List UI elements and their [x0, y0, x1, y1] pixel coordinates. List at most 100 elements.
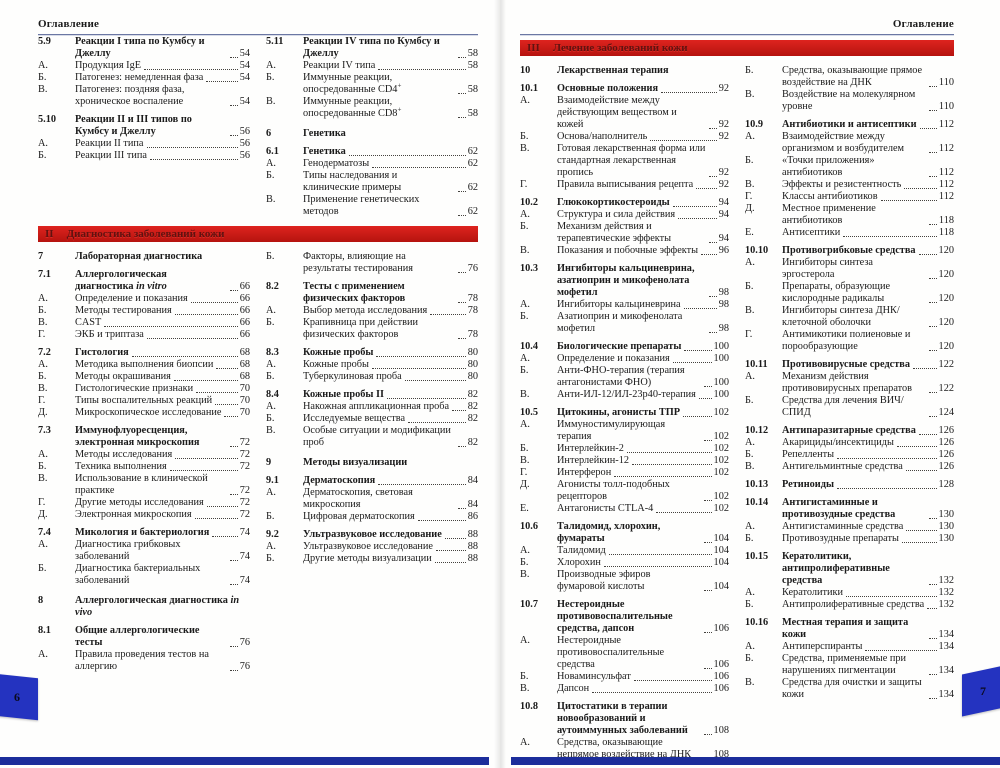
entry-title: Аллергологическая диагностика in vitro: [75, 269, 167, 292]
toc-entry: Д. Электронная микроскопия 72: [38, 509, 250, 521]
dot-leader: [928, 350, 937, 351]
entry-page: 106: [713, 683, 729, 694]
toc-entry: А. Взаимодействие между организмом и возб…: [745, 131, 954, 155]
entry-body: Кератолитики 132: [782, 587, 954, 599]
entry-title: ЭКБ и триптаза: [75, 329, 144, 340]
dot-leader: [708, 296, 717, 297]
entry-body: Методы визуализации: [303, 457, 478, 469]
entry-body: Репелленты 126: [782, 449, 954, 461]
entry-label: Б.: [745, 65, 754, 76]
entry-title: Средства, применяемые при нарушениях пиг…: [782, 653, 907, 676]
dot-leader: [190, 302, 238, 303]
entry-page: 100: [713, 377, 729, 388]
dot-leader: [457, 446, 466, 447]
dot-leader: [703, 668, 712, 669]
toc-entry: 10 Лекарственная терапия: [520, 65, 729, 77]
entry-body: Реакции IV типа 58: [303, 60, 478, 72]
toc-content-left: 5.9 Реакции I типа по Кумбсу и Джеллу 54 А.…: [38, 36, 478, 673]
entry-label: Д.: [745, 203, 755, 214]
entry-label: В.: [745, 89, 755, 100]
entry-body: Ультразвуковое исследование 88: [303, 541, 478, 553]
banner-numeral: III: [527, 42, 540, 54]
entry-body: Микология и бактериология 74: [75, 527, 250, 539]
entry-page: 82: [467, 389, 478, 400]
dot-leader: [703, 500, 712, 501]
toc-entry: В. Производные эфиров фумаровой кислоты 10…: [520, 569, 729, 593]
dot-leader: [173, 380, 238, 381]
entry-label: 5.9: [38, 36, 51, 47]
dot-leader: [348, 155, 466, 156]
entry-page: 120: [938, 269, 954, 280]
entry-title: Реакции IV типа по Кумбсу и Джеллу: [303, 36, 440, 59]
dot-leader: [701, 254, 717, 255]
section-banner: III Лечение заболеваний кожи: [520, 40, 954, 56]
entry-page: 128: [938, 479, 954, 490]
entry-label: Б.: [745, 533, 754, 544]
entry-page: 132: [938, 599, 954, 610]
entry-title: Лабораторная диагностика: [75, 251, 203, 262]
entry-label: Б.: [520, 671, 529, 682]
entry-title: Правила выписывания рецепта: [557, 179, 694, 190]
entry-page: 130: [938, 533, 954, 544]
entry-page: 102: [713, 467, 729, 478]
entry-body: Техника выполнения 72: [75, 461, 250, 473]
toc-entry: 10.14 Антигистаминные и противозудные сре…: [745, 497, 954, 521]
dot-leader: [452, 410, 466, 411]
entry-page: 62: [467, 182, 478, 193]
entry-title: Генетика: [303, 146, 346, 157]
toc-entry: Б. Средства, применяемые при нарушениях п…: [745, 653, 954, 677]
entry-page: 72: [239, 461, 250, 472]
entry-title: Исследуемые вещества: [303, 413, 406, 424]
toc-entry: Б. Патогенез: немедленная фаза 54: [38, 72, 250, 84]
dot-leader: [229, 584, 238, 585]
entry-label: Б.: [38, 371, 47, 382]
entry-body: Средства для лечения ВИЧ/СПИД 124: [782, 395, 954, 419]
entry-body: Интерферон 102: [557, 467, 729, 479]
entry-page: 70: [239, 383, 250, 394]
entry-body: Правила выписывания рецепта 92: [557, 179, 729, 191]
toc-entry: А. Выбор метода исследования 78: [266, 305, 478, 317]
entry-label: В.: [745, 677, 755, 688]
entry-label: Б.: [745, 653, 754, 664]
entry-page: 62: [467, 206, 478, 217]
book-spine: [494, 0, 506, 768]
toc-entry: А. Иммуностимулирующая терапия 102: [520, 419, 729, 443]
entry-title: Реакции IV типа: [303, 60, 376, 71]
entry-label: А.: [745, 521, 756, 532]
toc-entry: 10.12 Антипаразитарные средства 126: [745, 425, 954, 437]
entry-title: Нестероидные противовоспалительные средс…: [557, 599, 673, 634]
entry-body: Готовая лекарственная форма или стандарт…: [557, 143, 729, 179]
entry-body: Ретиноиды 128: [782, 479, 954, 491]
entry-title: Местное применение антибиотиков: [782, 203, 876, 226]
toc-entry: А. Ультразвуковое исследование 88: [266, 541, 478, 553]
dot-leader: [703, 440, 712, 441]
toc-entry: В. Иммунные реакции, опосредованные CD8+ 5…: [266, 96, 478, 120]
entry-page: 132: [938, 575, 954, 586]
entry-body: Ингибиторы кальциневрина, азатиоприн и м…: [557, 263, 729, 299]
entry-label: 7.2: [38, 347, 51, 358]
entry-body: Ингибиторы кальциневрина 98: [557, 299, 729, 311]
entry-body: Местное применение антибиотиков 118: [782, 203, 954, 227]
toc-entry: 8.4 Кожные пробы II 82: [266, 389, 478, 401]
entry-title: Техника выполнения: [75, 461, 167, 472]
entry-label: 10.4: [520, 341, 539, 352]
dot-leader: [174, 314, 238, 315]
toc-entry: 7.1 Аллергологическая диагностика in vitr…: [38, 269, 250, 293]
entry-body: Нестероидные противовоспалительные средс…: [557, 599, 729, 635]
dot-leader: [229, 135, 238, 136]
entry-body: Кератолитики, антипролиферативные средст…: [782, 551, 954, 587]
page-number: 7: [980, 683, 986, 698]
entry-title: Дерматоскопия, световая микроскопия: [303, 487, 413, 510]
entry-label: 10.5: [520, 407, 539, 418]
entry-body: Основные положения 92: [557, 83, 729, 95]
entry-page: 102: [713, 491, 729, 502]
entry-body: Туберкулиновая проба 80: [303, 371, 478, 383]
entry-page: 134: [938, 665, 954, 676]
entry-label: Б.: [38, 305, 47, 316]
entry-body: Генетика: [303, 128, 478, 140]
entry-body: Другие методы визуализации 88: [303, 553, 478, 565]
toc-entry: Г. Антимикотики полиеновые и порообразующ…: [745, 329, 954, 353]
dot-leader: [928, 224, 937, 225]
entry-page: 84: [467, 475, 478, 486]
